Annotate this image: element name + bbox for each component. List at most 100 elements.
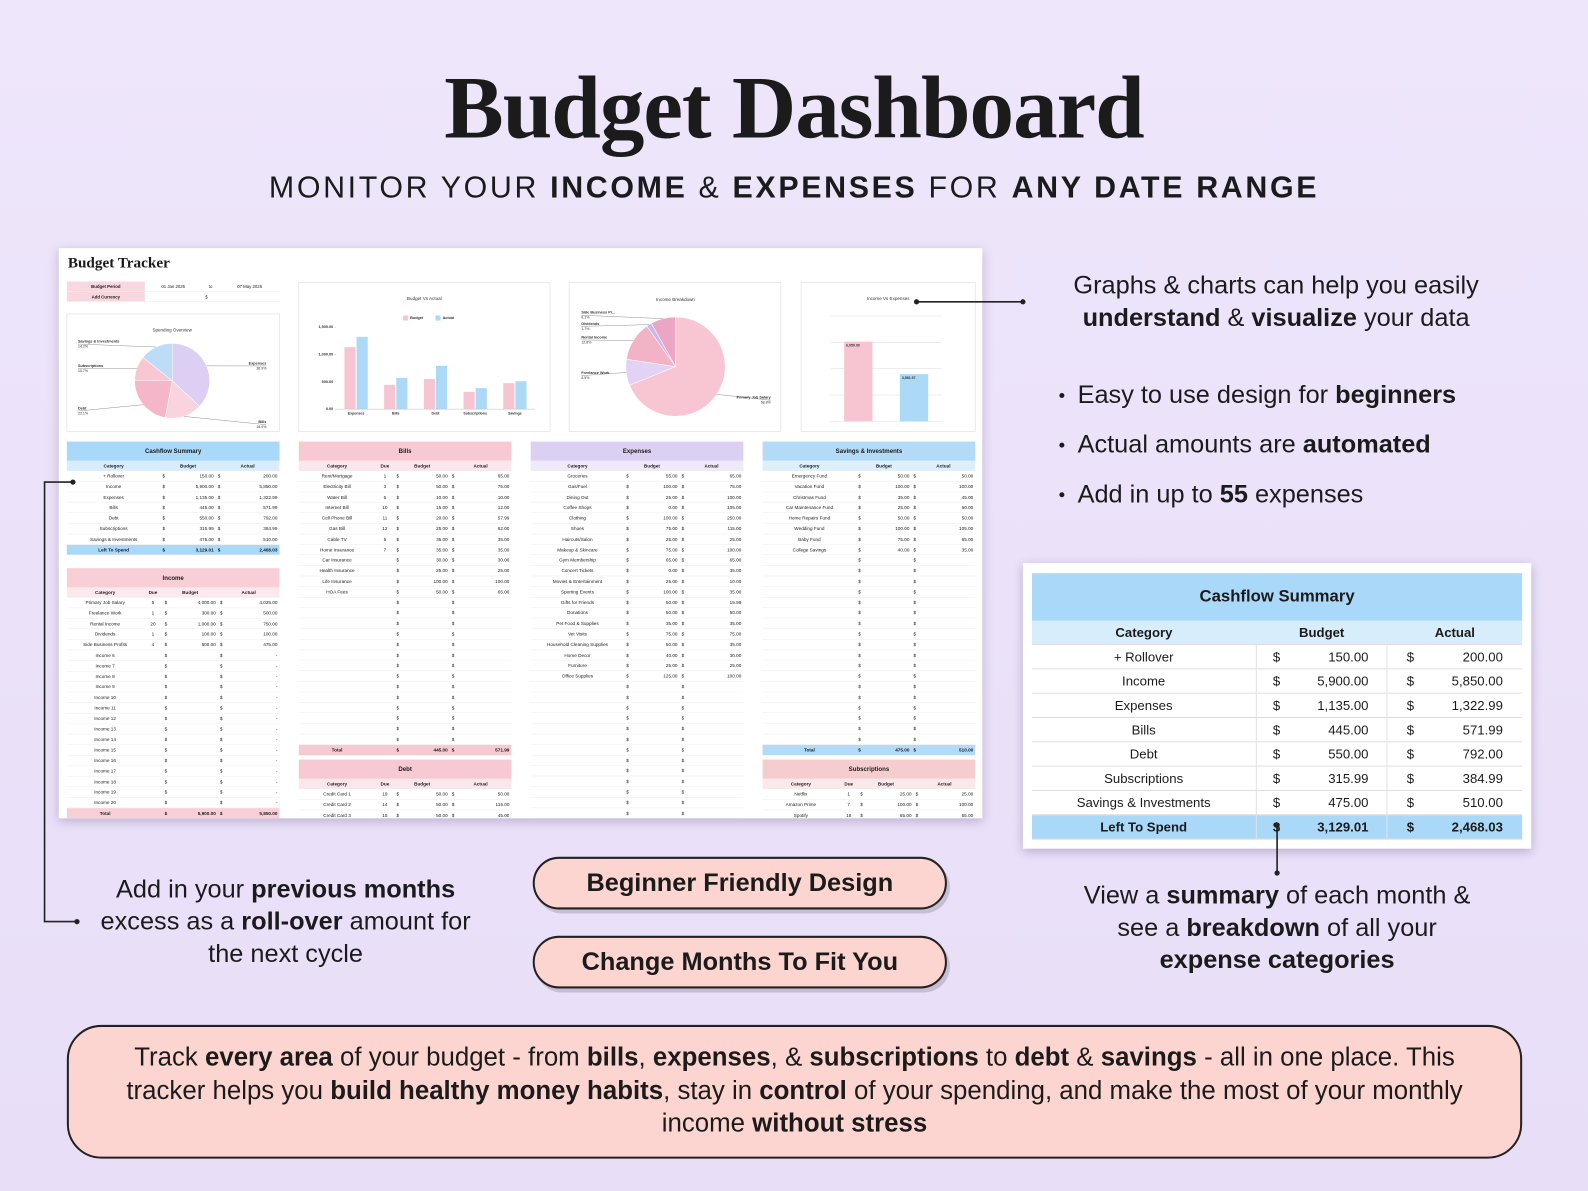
table-row: Expenses $1,135.00 $1,322.99 [1032, 693, 1523, 719]
category-cell: Income 19 [94, 789, 116, 795]
category-cell: Water Bill [327, 494, 347, 500]
due-cell [375, 555, 394, 565]
actual-cell: 100.00 [959, 802, 974, 808]
text-segment: summary [1166, 881, 1279, 910]
table-row: Income 12 $ $ - [66, 713, 280, 724]
actual-cell [690, 766, 743, 776]
spreadsheet: Budget Tracker Budget Period 01 Jan 2025… [59, 248, 983, 819]
currency-cell: $ [164, 789, 168, 795]
table-row: $ $ [762, 724, 976, 735]
category-cell: Concert Tickets [561, 568, 594, 574]
actual-cell [690, 745, 743, 755]
currency-cell: $ [913, 578, 917, 584]
table-row: Vet Visits $75.00 $75.00 [530, 629, 744, 640]
budget-cell [635, 797, 680, 807]
leader-line [581, 339, 634, 341]
currency-cell: $ [451, 568, 455, 574]
currency-cell: $ [219, 673, 223, 679]
category-cell: Dining Out [566, 494, 589, 500]
actual-cell [460, 703, 511, 713]
category-cell [531, 713, 625, 723]
currency-cell: $ [1272, 649, 1281, 665]
actual-cell: 25.00 [729, 663, 742, 669]
budget-cell: 20.00 [436, 515, 448, 521]
table-title: Debt [298, 759, 512, 779]
actual-cell: - [275, 736, 278, 743]
due-cell [375, 650, 394, 660]
budget-cell: 30.00 [436, 557, 448, 563]
category-cell: Haircuts/Salon [562, 536, 593, 542]
budget-cell [173, 745, 218, 755]
bar [435, 365, 448, 410]
category-cell [763, 566, 857, 576]
budget-cell: 50.00 [436, 812, 448, 818]
period-to: to [208, 284, 213, 290]
budget-cell: 50.00 [897, 515, 910, 521]
text-segment: control [759, 1076, 847, 1105]
category-cell [299, 660, 376, 670]
currency-cell: $ [626, 547, 629, 553]
pie-slice [171, 343, 210, 407]
currency-cell: $ [396, 483, 400, 490]
bar [384, 384, 396, 410]
category-cell: Home Repairs Fund [788, 515, 831, 521]
actual-cell [922, 713, 975, 723]
text-segment: subscriptions [809, 1043, 979, 1072]
text-segment: , & [770, 1043, 810, 1072]
table: Bills Category Due Budget Actual Rent/Mortgag… [298, 441, 512, 756]
currency-cell: $ [396, 473, 400, 479]
budget-cell: 300.00 [201, 610, 216, 616]
budget-cell: 25.00 [665, 536, 678, 542]
text-segment: excess as a [100, 907, 242, 936]
category-cell: Gifts for Friends [560, 599, 595, 605]
feature-list: Easy to use design for beginners Actual a… [1057, 375, 1456, 524]
currency-cell: $ [396, 515, 400, 521]
pie-value-label: 16.0% [256, 425, 267, 429]
actual-cell [922, 639, 975, 649]
category-cell: Dividends [94, 631, 116, 637]
budget-cell: 50.00 [436, 802, 448, 808]
currency-cell: $ [913, 494, 917, 500]
table-title: Savings & Investments [762, 441, 976, 461]
table-row: Income $5,900.00 $5,850.00 [1032, 669, 1523, 694]
category-cell [763, 608, 857, 618]
actual-cell: 35.00 [729, 568, 742, 574]
text-segment: expense categories [1159, 945, 1395, 975]
currency-cell: $ [626, 578, 629, 584]
bar [475, 388, 487, 410]
currency-cell: $ [1406, 770, 1415, 786]
currency-label: Add Currency [66, 291, 145, 302]
actual-cell: 65.00 [961, 536, 974, 542]
pie-value-label: 8.5% [581, 376, 590, 380]
table-row: Spotify 18 $65.00 $65.00 [763, 810, 976, 818]
table-row: Life Insurance $100.00 $100.00 [298, 576, 512, 587]
table-row: Internet Bill 10 $15.00 $12.00 [298, 503, 512, 514]
currency-cell: $ [858, 736, 861, 742]
table-row: $ $ [298, 629, 512, 640]
budget-cell: 100.00 [663, 515, 678, 521]
currency-cell: $ [396, 526, 400, 532]
actual-cell: 35.00 [497, 547, 510, 553]
currency-cell: $ [858, 652, 861, 658]
currency-cell: $ [681, 536, 685, 542]
actual-cell: 50.00 [729, 610, 742, 616]
badge: Change Months To Fit You [532, 935, 947, 989]
actual-cell: 571.99 [263, 505, 278, 511]
period-label: Budget Period [66, 281, 145, 292]
total-row: Total $445.00 $571.99 [298, 744, 512, 756]
currency-cell: $ [681, 684, 685, 690]
currency-cell: $ [219, 600, 223, 606]
connector-dot [1274, 870, 1280, 876]
category-cell: Income 18 [94, 779, 116, 785]
y-tick-label: 1,500.00 [318, 325, 333, 329]
legend-label: Budget [410, 316, 424, 320]
category-cell: Bills [109, 505, 118, 511]
table-row: Debt $550.00 $792.00 [66, 513, 280, 524]
y-tick-label: 0.00 [326, 407, 333, 411]
table-row: Income 16 $ $ - [66, 755, 280, 767]
bullet-dot [1059, 492, 1065, 498]
actual-cell [690, 808, 743, 818]
category-cell: Gym Membership [559, 557, 596, 563]
category-cell: Income 15 [94, 747, 116, 753]
period-end: 07 May 2025 [237, 284, 263, 290]
